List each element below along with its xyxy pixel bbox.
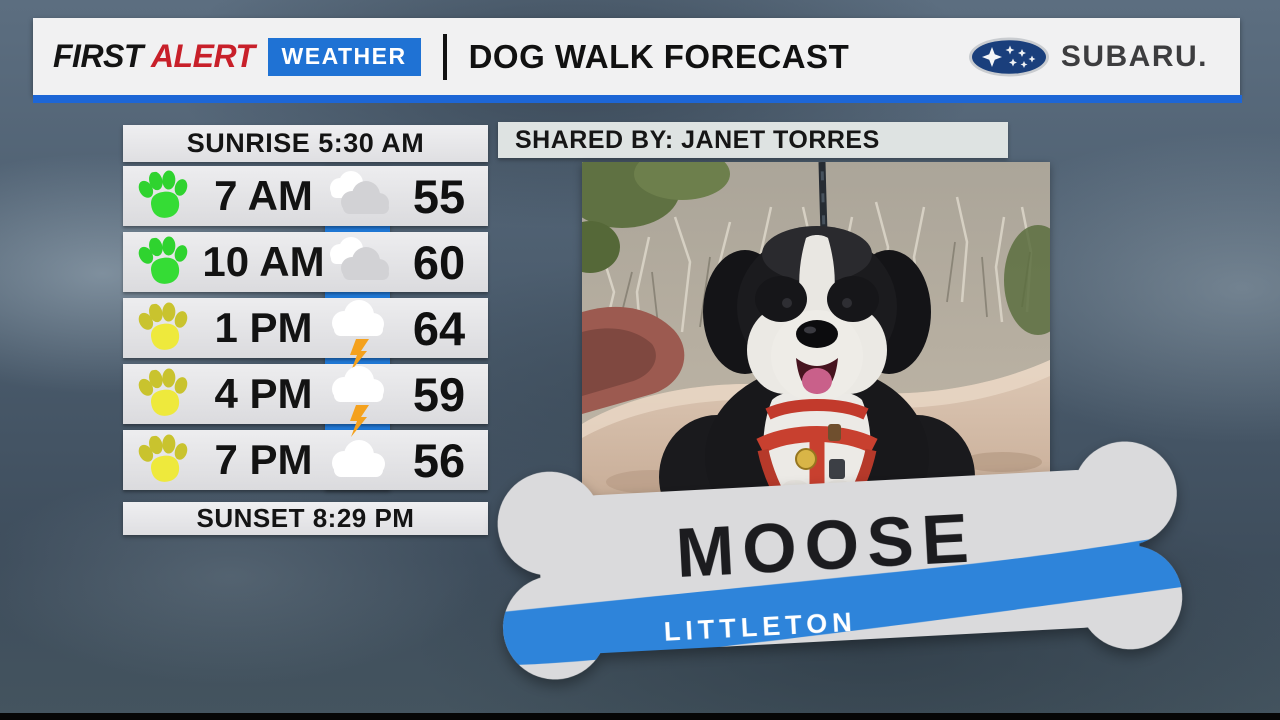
forecast-row: 7 PM 56: [123, 430, 488, 490]
weather-icon-cloudy: [325, 430, 390, 490]
letterbox-bar: [0, 713, 1280, 720]
paw-icon: [137, 170, 189, 221]
bone-nameplate: MOOSE LITTLETON: [489, 424, 1191, 700]
sunrise-bar: SUNRISE 5:30 AM: [123, 125, 488, 162]
bush: [634, 162, 730, 200]
brand-alert: ALERT: [150, 38, 255, 74]
forecast-temp: 59: [412, 367, 466, 421]
forecast-time: 1 PM: [214, 304, 313, 351]
brand-weather-badge: WEATHER: [267, 37, 421, 76]
dog-name: MOOSE: [674, 498, 978, 592]
bush: [1004, 225, 1050, 335]
red-rock-shadow: [582, 328, 656, 396]
location-band: [497, 533, 1185, 666]
forecast-table: 7 AM 55 10 AM 60 1 PM: [123, 166, 488, 490]
paw-icon: [137, 236, 189, 287]
first-alert-weather-logo: FIRST ALERT: [53, 38, 255, 75]
weather-icon-thunderstorm: [325, 364, 390, 438]
brand-first: FIRST: [53, 38, 143, 74]
forecast-row: 7 AM 55: [123, 166, 488, 226]
subaru-logo-icon: [968, 37, 1049, 76]
sponsor-lockup: SUBARU.: [968, 37, 1220, 77]
sponsor-name: SUBARU.: [1060, 39, 1208, 73]
weather-icon-thunderstorm: [325, 298, 390, 372]
forecast-temp: 55: [412, 169, 466, 223]
header-bar: FIRST ALERT WEATHER DOG WALK FORECAST SU…: [33, 18, 1240, 95]
shared-by-text: SHARED BY: JANET TORRES: [515, 125, 880, 154]
forecast-temp: 56: [412, 433, 466, 487]
forecast-row: 4 PM 59: [123, 364, 488, 438]
forecast-time: 10 AM: [202, 238, 325, 285]
forecast-time: 7 PM: [214, 436, 313, 483]
page-title: DOG WALK FORECAST: [468, 37, 850, 75]
paw-icon: [137, 302, 189, 353]
weather-icon-mostly-cloudy: [325, 166, 390, 226]
paw-icon: [137, 368, 189, 419]
shared-by-bar: SHARED BY: JANET TORRES: [498, 122, 1008, 158]
forecast-temp: 64: [412, 301, 466, 355]
dog-photo: [582, 162, 1050, 530]
header-underline: [33, 95, 1242, 103]
bush: [582, 221, 620, 273]
title-divider: [442, 33, 447, 80]
forecast-time: 7 AM: [214, 172, 313, 219]
forecast-temp: 60: [412, 235, 466, 289]
sunset-bar: SUNSET 8:29 PM: [123, 502, 488, 535]
forecast-row: 1 PM 64: [123, 298, 488, 372]
weather-icon-mostly-cloudy: [325, 232, 390, 292]
forecast-time: 4 PM: [214, 370, 313, 417]
paw-icon: [137, 434, 189, 485]
forecast-row: 10 AM 60: [123, 232, 488, 292]
